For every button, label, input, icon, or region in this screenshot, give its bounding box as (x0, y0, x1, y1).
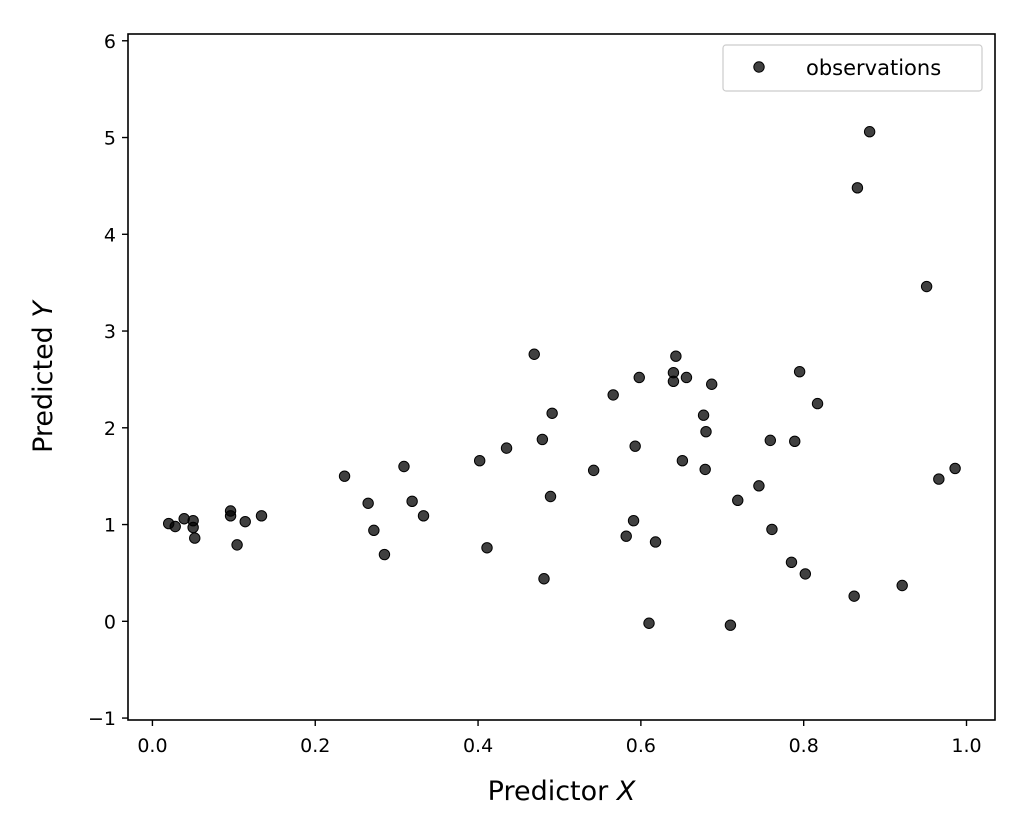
legend-label-observations: observations (806, 56, 941, 80)
y-tick-label: 4 (104, 224, 116, 246)
y-axis-label: Predicted Y (28, 299, 59, 453)
data-point (799, 568, 812, 580)
x-tick-label: 1.0 (951, 735, 981, 757)
legend: observations (722, 44, 983, 92)
y-axis-label-variable: Y (28, 299, 59, 318)
data-point (863, 126, 876, 138)
y-axis-label-text: Predicted (28, 318, 59, 453)
data-point (620, 530, 632, 542)
data-point (848, 590, 860, 602)
y-tick-label: 6 (104, 31, 116, 53)
data-point (649, 536, 662, 548)
y-tick-label: 2 (104, 418, 116, 440)
data-point (398, 460, 410, 473)
data-point (851, 182, 864, 194)
data-point (676, 454, 689, 467)
data-point (949, 462, 961, 475)
data-point (766, 523, 778, 536)
data-point (338, 470, 351, 482)
data-point (378, 548, 391, 561)
legend-frame (722, 44, 983, 92)
y-tick-label: −1 (88, 708, 116, 730)
x-tick-label: 0.0 (137, 735, 167, 757)
data-point (706, 378, 718, 390)
data-point (239, 515, 251, 528)
data-point (933, 473, 945, 485)
data-point (187, 521, 199, 534)
data-point (607, 389, 619, 401)
data-point (368, 524, 380, 537)
data-point (587, 464, 600, 477)
data-point (481, 542, 493, 554)
data-point (785, 556, 798, 568)
x-tick-label: 0.4 (463, 735, 493, 757)
data-point (546, 407, 558, 419)
data-point (629, 440, 641, 452)
data-point (643, 617, 655, 629)
data-point (633, 371, 645, 384)
x-axis-label-variable: X (615, 776, 636, 807)
data-point (732, 494, 744, 507)
data-point (764, 434, 777, 447)
y-tick-label: 5 (104, 128, 116, 150)
data-points (163, 126, 961, 631)
x-tick-label: 0.8 (789, 735, 819, 757)
data-point (538, 573, 550, 585)
data-point (920, 280, 933, 293)
x-tick-label: 0.6 (626, 735, 656, 757)
y-axis-ticks: −1 0 1 2 3 4 5 6 (88, 31, 128, 730)
data-point (700, 425, 712, 438)
data-point (169, 520, 181, 533)
data-point (536, 433, 549, 446)
data-point (699, 463, 711, 476)
data-point (417, 510, 430, 522)
data-point (811, 397, 824, 410)
data-point (189, 532, 201, 544)
data-point (789, 435, 801, 448)
data-point (896, 579, 908, 592)
data-point (793, 365, 806, 378)
data-point (680, 371, 693, 384)
data-point (362, 497, 374, 509)
data-point (697, 409, 710, 421)
legend-marker (753, 61, 765, 73)
y-tick-label: 1 (104, 515, 116, 537)
y-tick-label: 0 (104, 611, 116, 633)
data-point (627, 514, 640, 527)
x-axis-label: Predictor X (488, 776, 636, 807)
data-point (528, 348, 540, 360)
data-point (231, 539, 243, 551)
data-point (670, 350, 682, 362)
x-axis-label-text: Predictor (488, 776, 617, 807)
y-tick-label: 3 (104, 321, 116, 343)
data-point (667, 375, 680, 388)
data-point (500, 442, 513, 454)
data-point (255, 510, 268, 522)
data-point (544, 490, 557, 503)
data-point (406, 495, 418, 508)
x-tick-label: 0.2 (300, 735, 330, 757)
x-axis-ticks: 0.0 0.2 0.4 0.6 0.8 1.0 (137, 720, 982, 757)
data-point (473, 454, 486, 467)
data-point (724, 619, 737, 631)
plot-frame (127, 33, 996, 721)
data-point (753, 480, 765, 492)
data-point (224, 510, 237, 522)
